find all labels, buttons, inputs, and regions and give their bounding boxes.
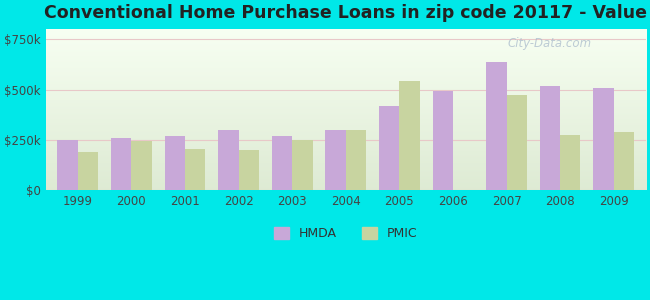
Bar: [111, 138, 131, 190]
Bar: [506, 95, 527, 190]
Bar: [164, 136, 185, 190]
Bar: [78, 152, 98, 190]
Bar: [379, 106, 399, 190]
Bar: [560, 134, 580, 190]
Title: Conventional Home Purchase Loans in zip code 20117 - Value: Conventional Home Purchase Loans in zip …: [44, 4, 647, 22]
Bar: [218, 130, 239, 190]
Bar: [593, 88, 614, 190]
Bar: [326, 130, 346, 190]
Bar: [432, 91, 453, 190]
Bar: [614, 131, 634, 190]
Bar: [292, 140, 313, 190]
Bar: [57, 140, 78, 190]
Text: City-Data.com: City-Data.com: [508, 37, 592, 50]
Bar: [185, 148, 205, 190]
Bar: [399, 81, 420, 190]
Bar: [540, 86, 560, 190]
Legend: HMDA, PMIC: HMDA, PMIC: [269, 222, 422, 245]
Bar: [486, 62, 506, 190]
Bar: [346, 130, 366, 190]
Bar: [131, 141, 151, 190]
Bar: [272, 136, 292, 190]
Bar: [239, 150, 259, 190]
